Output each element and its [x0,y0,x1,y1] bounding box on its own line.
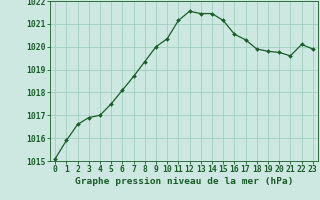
X-axis label: Graphe pression niveau de la mer (hPa): Graphe pression niveau de la mer (hPa) [75,177,293,186]
